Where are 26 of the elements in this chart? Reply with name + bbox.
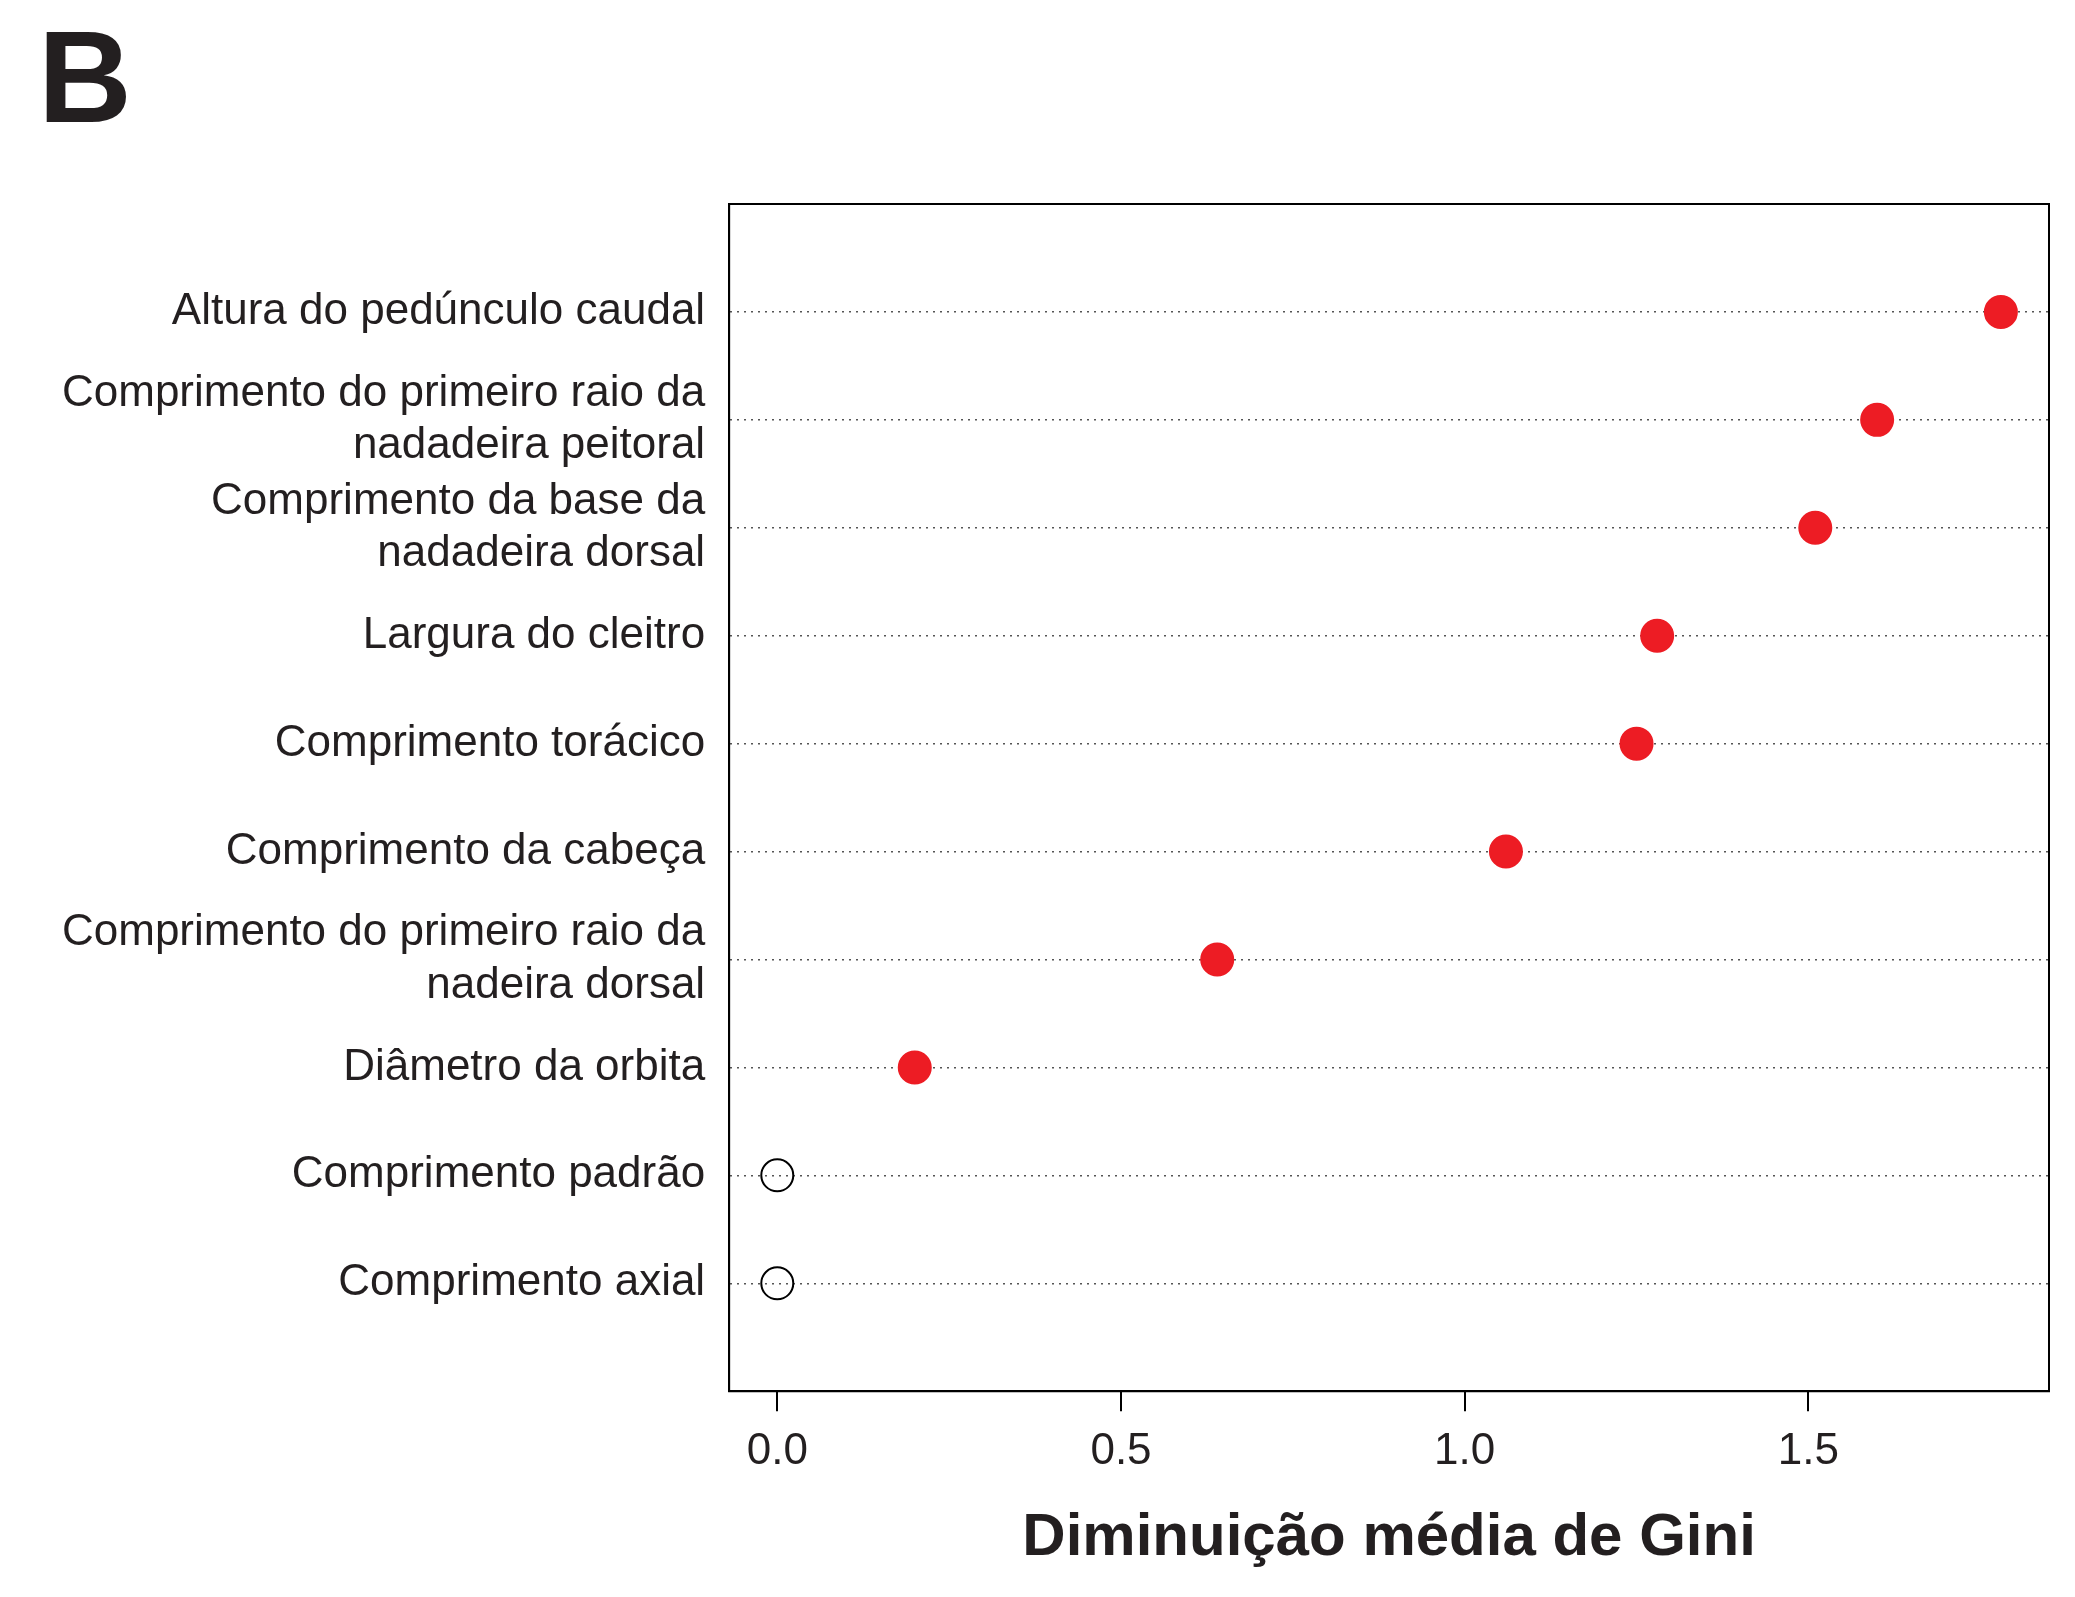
point [1640, 618, 1675, 653]
point [1200, 942, 1235, 977]
y-tick-label: Comprimento da base da nadadeira dorsal [211, 473, 706, 576]
x-axis-title: Diminuição média de Gini [1022, 1500, 1756, 1568]
point [1488, 834, 1523, 869]
point [760, 1158, 795, 1193]
y-tick-label: Comprimento padrão [291, 1147, 706, 1197]
x-tick-label: 1.0 [1434, 1423, 1496, 1473]
chart-title: B [38, 3, 132, 150]
point [897, 1050, 932, 1085]
y-tick-label: Diâmetro da orbita [343, 1039, 706, 1089]
x-tick-label: 0.5 [1090, 1423, 1152, 1473]
point [1860, 402, 1895, 437]
point [760, 1266, 795, 1301]
y-tick-label: Comprimento do primeiro raio da nadeira dorsal [62, 905, 706, 1008]
y-tick-label: Comprimento da cabeça [225, 823, 706, 873]
x-tick-label: 0.0 [746, 1423, 808, 1473]
point [1983, 294, 2018, 329]
y-tick-label: Comprimento do primeiro raio da nadadeira peitoral [62, 365, 706, 468]
y-tick-label: Largura do cleitro [362, 607, 706, 657]
point [1798, 510, 1833, 545]
y-tick-label: Comprimento torácico [274, 715, 706, 765]
x-tick-label: 1.5 [1777, 1423, 1839, 1473]
point [1619, 726, 1654, 761]
y-tick-label: Altura do pedúnculo caudal [171, 284, 706, 334]
y-tick-label: Comprimento axial [338, 1255, 706, 1305]
